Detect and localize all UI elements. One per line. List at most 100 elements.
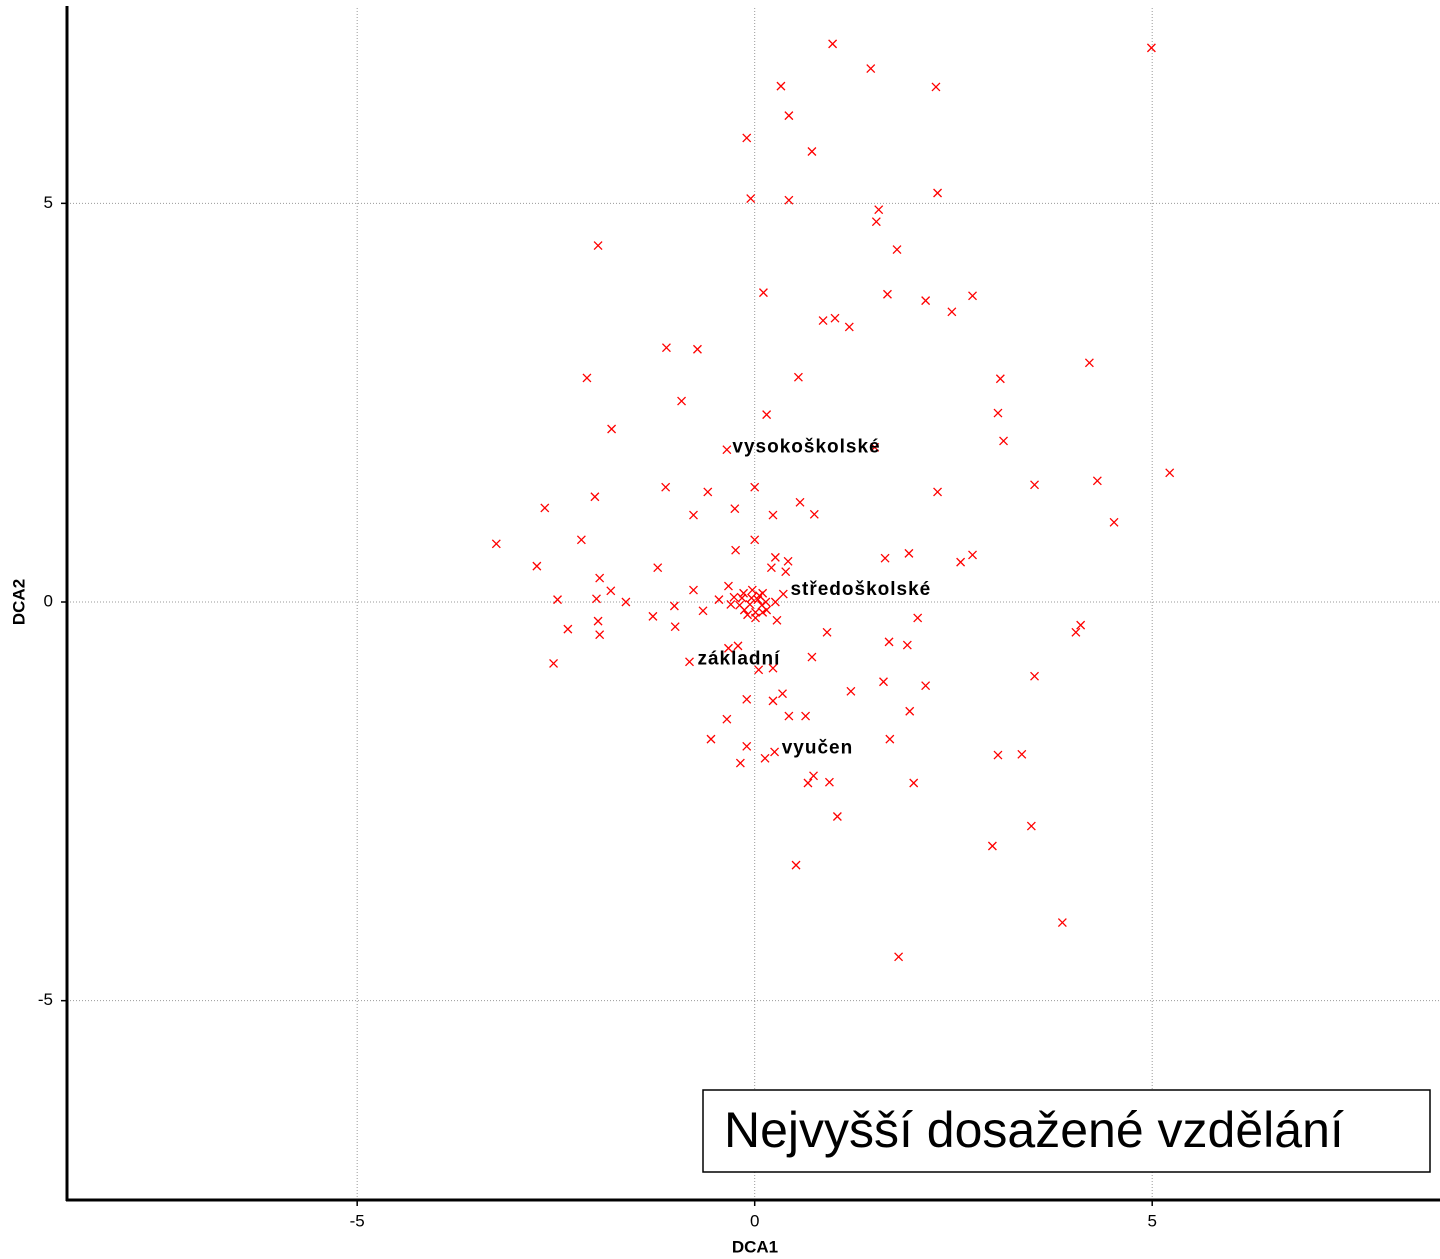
point (844, 322, 854, 332)
point (931, 82, 941, 92)
point (730, 504, 740, 514)
title-box (702, 1089, 1431, 1173)
point (1030, 671, 1039, 681)
point (648, 611, 658, 621)
point (778, 589, 788, 599)
point (607, 424, 617, 434)
point (947, 307, 957, 317)
point (807, 147, 817, 156)
point (735, 758, 745, 768)
point (904, 548, 914, 558)
point (822, 627, 832, 637)
point (698, 606, 708, 616)
point (1017, 749, 1027, 759)
point (809, 509, 819, 519)
point (1084, 358, 1094, 368)
point (689, 585, 698, 595)
point (818, 316, 828, 326)
point (1109, 517, 1119, 527)
point (883, 289, 892, 299)
point (549, 658, 559, 668)
box-title: Nejvyšší dosažené vzdělání (724, 1102, 1344, 1158)
point (999, 436, 1008, 446)
point (722, 714, 732, 724)
point (807, 652, 817, 662)
point (784, 111, 794, 121)
point (870, 442, 880, 452)
point (750, 482, 760, 492)
point (661, 482, 671, 492)
y-tick-label: -5 (38, 990, 53, 1009)
point (913, 613, 923, 623)
point (751, 613, 760, 623)
point (1165, 468, 1175, 478)
point (778, 689, 787, 699)
x-tick-label: 5 (1147, 1211, 1156, 1230)
point (828, 39, 838, 49)
point (754, 665, 764, 675)
point (784, 195, 794, 205)
point (1026, 821, 1036, 831)
point (755, 591, 764, 601)
point (689, 510, 698, 520)
point (739, 588, 749, 598)
point (879, 677, 888, 687)
point (729, 592, 739, 602)
point (593, 241, 603, 251)
point (760, 753, 770, 763)
point (737, 593, 747, 603)
point (956, 557, 966, 567)
x-tick-label: -5 (350, 1211, 365, 1230)
point (743, 610, 752, 620)
point (1076, 620, 1086, 630)
grid (67, 8, 1440, 1200)
point (921, 681, 931, 691)
point (993, 750, 1003, 760)
point (595, 573, 605, 583)
point (758, 607, 768, 617)
point (824, 777, 834, 787)
point (832, 812, 842, 821)
point (595, 630, 605, 640)
point (592, 594, 601, 604)
point (909, 778, 919, 788)
point (703, 487, 713, 497)
y-axis-title: DCA2 (9, 579, 28, 625)
point (885, 734, 895, 744)
point (874, 205, 884, 215)
point (933, 188, 943, 198)
point (750, 535, 760, 545)
point (905, 706, 915, 716)
point (669, 601, 679, 611)
point (933, 487, 943, 497)
point (590, 492, 600, 502)
point (803, 778, 813, 788)
point (892, 245, 902, 255)
annotation: středoškolské (790, 579, 931, 600)
point (880, 553, 890, 563)
point (723, 643, 733, 653)
point (726, 599, 736, 609)
point (491, 539, 501, 549)
point (770, 747, 780, 757)
point (742, 741, 752, 751)
point (846, 686, 856, 696)
annotation: vysokoškolské (732, 436, 880, 457)
annotation: vyučen (782, 738, 853, 759)
y-tick-label: 5 (44, 193, 53, 212)
point (768, 696, 778, 706)
point (677, 396, 687, 406)
point (772, 615, 782, 625)
point (747, 585, 757, 595)
point (921, 296, 931, 306)
point (830, 313, 840, 323)
point (670, 622, 680, 632)
point (762, 410, 772, 420)
point (783, 556, 793, 566)
point (902, 640, 912, 650)
point (768, 510, 778, 520)
point (733, 641, 743, 651)
points (491, 39, 1175, 962)
point (742, 694, 752, 704)
